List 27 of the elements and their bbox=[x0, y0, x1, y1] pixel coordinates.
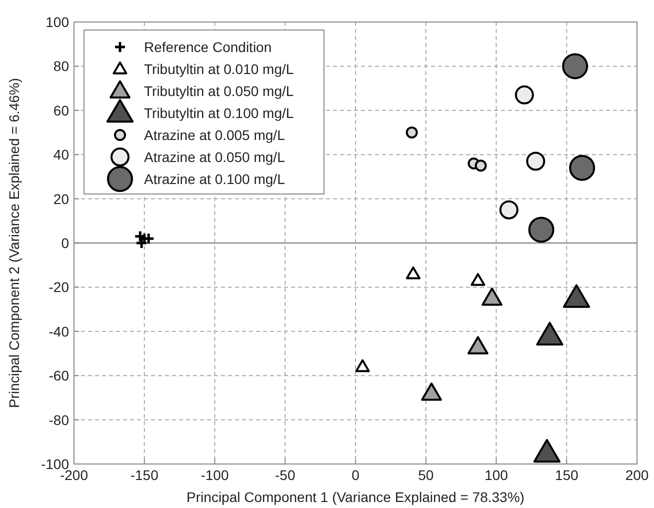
y-axis-title: Principal Component 2 (Variance Explained = 6.46%) bbox=[6, 78, 22, 408]
x-tick-label: 150 bbox=[554, 467, 579, 483]
x-tick-label: 0 bbox=[352, 467, 360, 483]
x-tick-label: -100 bbox=[200, 467, 229, 483]
x-tick-label: -50 bbox=[275, 467, 296, 483]
legend-label: Atrazine at 0.100 mg/L bbox=[144, 171, 286, 187]
legend-label: Tributyltin at 0.010 mg/L bbox=[144, 61, 294, 77]
y-tick-label: 0 bbox=[61, 235, 70, 251]
legend-label: Atrazine at 0.005 mg/L bbox=[144, 127, 286, 143]
y-tick-label: -20 bbox=[48, 279, 70, 296]
x-tick-label: 50 bbox=[418, 467, 434, 483]
y-tick-label: 80 bbox=[53, 58, 70, 74]
x-tick-label: 100 bbox=[484, 467, 508, 483]
legend-label: Tributyltin at 0.100 mg/L bbox=[144, 105, 294, 121]
legend-label: Reference Condition bbox=[144, 39, 272, 55]
y-tick-label: 100 bbox=[46, 14, 70, 30]
y-tick-label: -80 bbox=[48, 412, 70, 428]
y-tick-label: 40 bbox=[53, 146, 70, 163]
legend-label: Atrazine at 0.050 mg/L bbox=[144, 149, 286, 165]
y-tick-label: -40 bbox=[48, 323, 70, 340]
y-tick-label: -60 bbox=[48, 368, 70, 384]
x-tick-label: 200 bbox=[625, 467, 649, 483]
legend-label: Tributyltin at 0.050 mg/L bbox=[144, 83, 294, 99]
y-tick-label: 20 bbox=[53, 190, 70, 207]
y-tick-label: 60 bbox=[53, 102, 70, 118]
x-axis-title: Principal Component 1 (Variance Explained = 78.33%) bbox=[186, 489, 524, 505]
x-tick-label: -150 bbox=[130, 467, 159, 483]
